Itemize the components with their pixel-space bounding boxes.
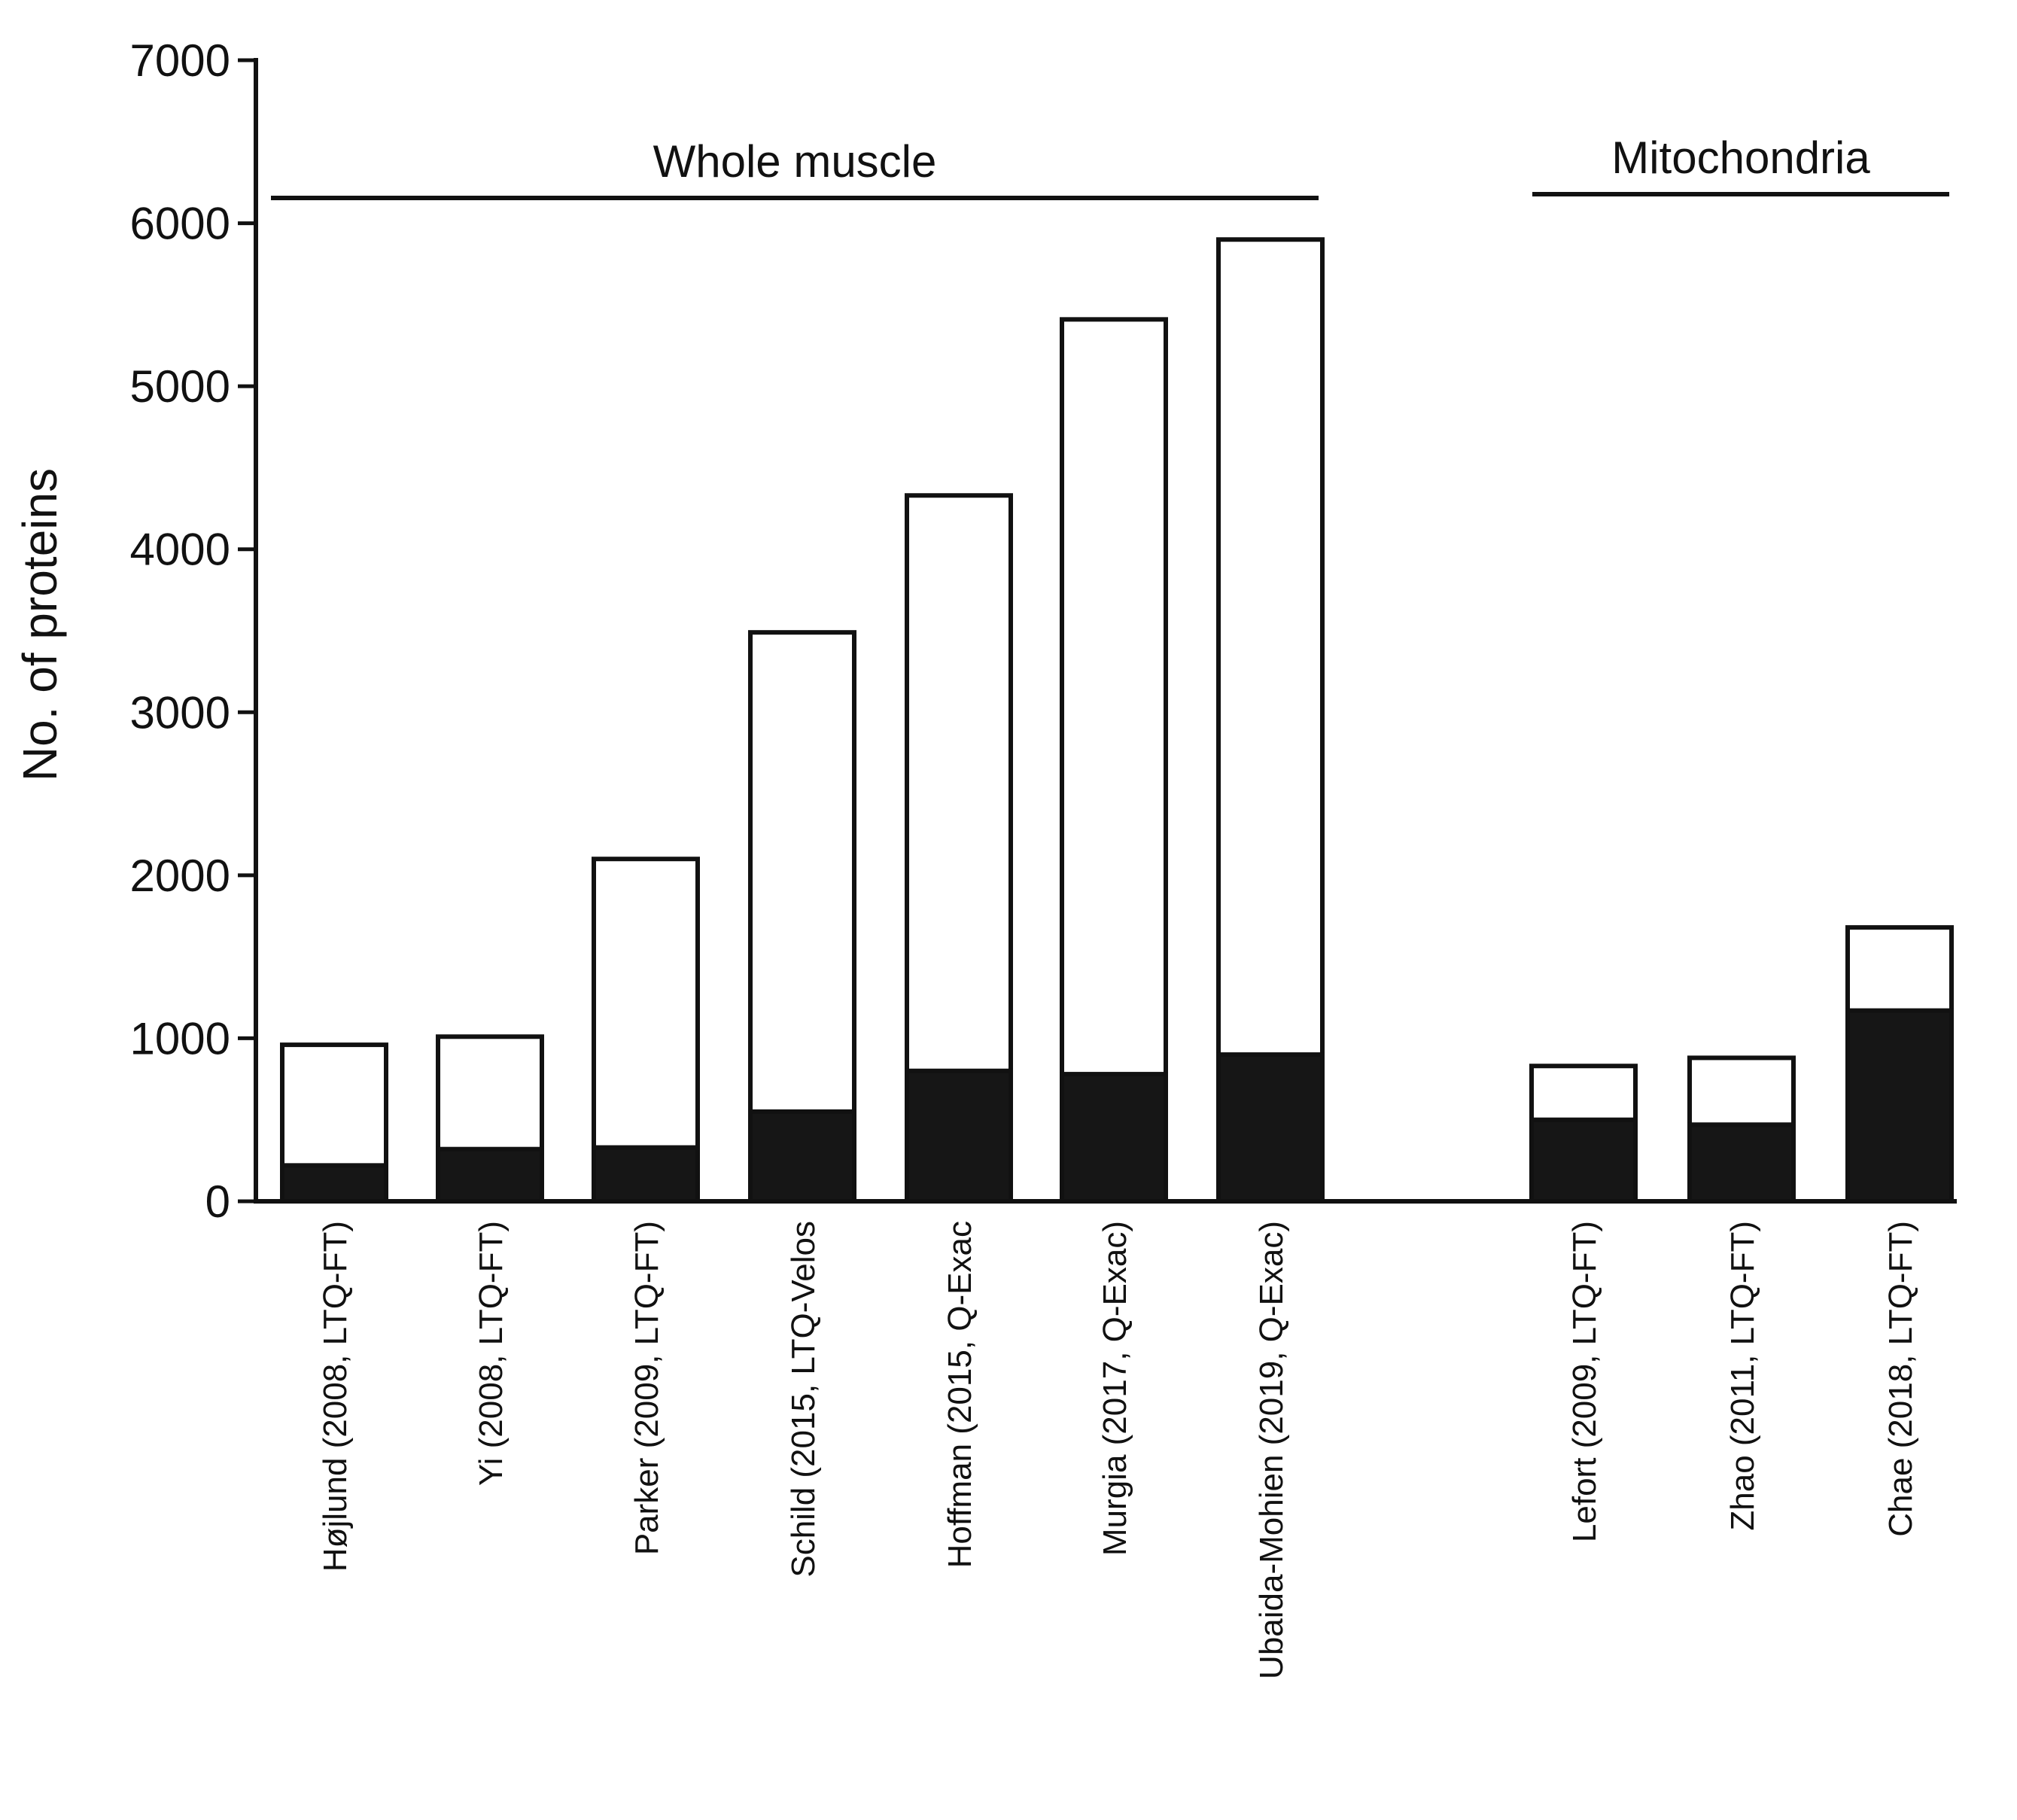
y-axis: 0 1000 2000 3000 4000 5000 6000 7000 (130, 35, 258, 1227)
y-tick-label: 6000 (130, 199, 230, 249)
y-tick-label: 1000 (130, 1013, 230, 1064)
category-label: Højlund (2008, LTQ-FT) (317, 1221, 354, 1572)
category-label: Murgia (2017, Q-Exac) (1097, 1221, 1133, 1556)
bar-filled (1687, 1122, 1796, 1204)
y-tick-label: 5000 (130, 361, 230, 412)
group-annotations: Whole muscle Mitochondria (271, 132, 1949, 200)
bar-filled (1529, 1117, 1638, 1204)
category-labels: Højlund (2008, LTQ-FT) Yi (2008, LTQ-FT) P… (317, 1221, 1919, 1679)
bar-filled (436, 1146, 544, 1204)
category-label: Parker (2009, LTQ-FT) (628, 1221, 665, 1555)
bar-filled (592, 1145, 700, 1204)
bars (280, 237, 1954, 1204)
y-tick-label: 3000 (130, 687, 230, 738)
bar-filled (280, 1163, 388, 1204)
bar-filled (1216, 1052, 1325, 1204)
y-tick-label: 2000 (130, 851, 230, 901)
y-axis-title: No. of proteins (13, 468, 67, 781)
y-tick-label: 7000 (130, 35, 230, 86)
category-label: Yi (2008, LTQ-FT) (473, 1221, 510, 1486)
category-label: Lefort (2009, LTQ-FT) (1566, 1221, 1603, 1542)
bar-filled (1845, 1008, 1954, 1204)
bar-filled (1060, 1072, 1168, 1204)
y-tick-label: 4000 (130, 525, 230, 575)
group-label: Mitochondria (1611, 132, 1870, 183)
category-label: Chae (2018, LTQ-FT) (1882, 1221, 1919, 1537)
bar-filled (905, 1068, 1013, 1204)
y-tick-label: 0 (205, 1176, 230, 1227)
category-label: Schild (2015, LTQ-Velos (785, 1221, 822, 1578)
category-label: Hoffman (2015, Q-Exac (942, 1221, 978, 1568)
category-label: Ubaida-Mohien (2019, Q-Exac) (1253, 1221, 1290, 1679)
bar-total (1216, 237, 1325, 1204)
group-label: Whole muscle (653, 136, 937, 187)
bar-total (1060, 317, 1168, 1204)
bar-total (748, 630, 856, 1204)
category-label: Zhao (2011, LTQ-FT) (1724, 1221, 1761, 1531)
bar-total (592, 857, 700, 1204)
bar-filled (748, 1109, 856, 1204)
